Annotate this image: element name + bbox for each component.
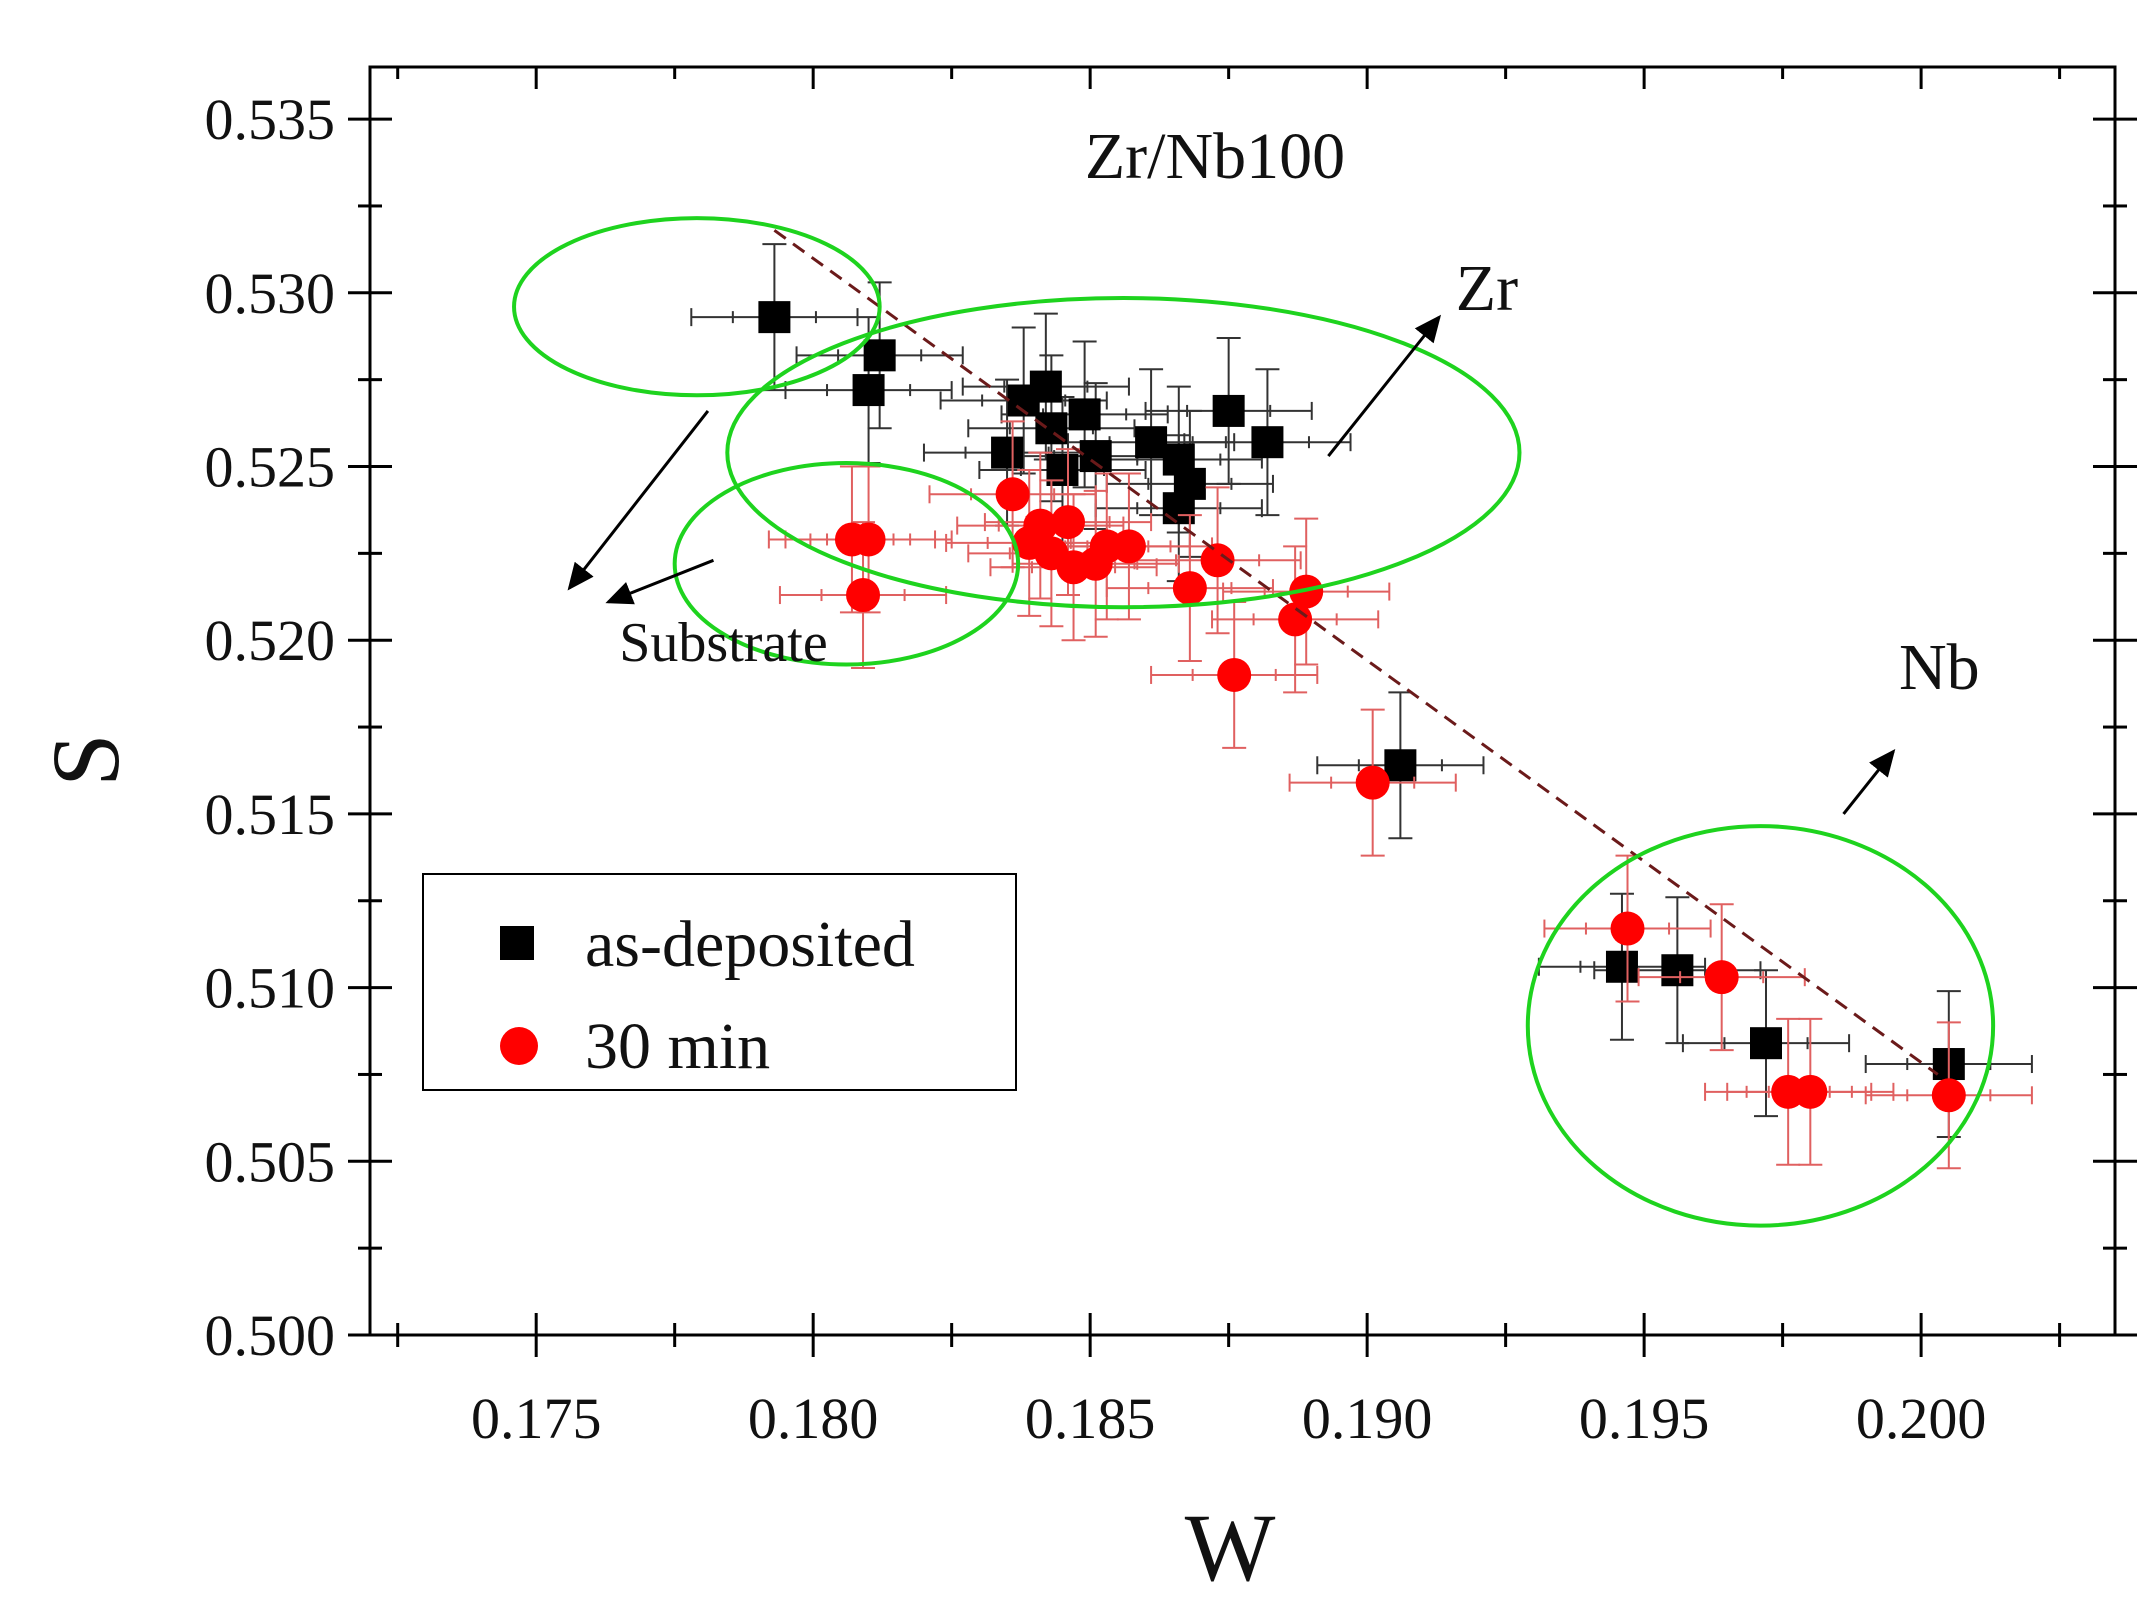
y-tick-label: 0.525 — [205, 435, 336, 500]
annotation-label-nb: Nb — [1899, 631, 1980, 704]
chart-title: Zr/Nb100 — [1085, 120, 1345, 193]
x-tick-label: 0.185 — [1025, 1386, 1156, 1451]
axes: 0.175 0.180 0.185 0.190 0.195 0.200 0.500 0.505… — [205, 67, 2137, 1451]
annotation-arrow — [605, 558, 715, 605]
legend: as-deposited 30 min — [422, 873, 1017, 1091]
data-point — [1355, 765, 1390, 800]
y-tick-label: 0.500 — [205, 1303, 336, 1368]
trend-line — [773, 229, 1939, 1076]
data-point — [1217, 657, 1252, 692]
data-point — [852, 374, 885, 407]
y-tick-label: 0.505 — [205, 1129, 336, 1194]
highlight-ellipse-substrate-as-deposited — [512, 216, 882, 398]
data-point — [1661, 954, 1694, 987]
data-point — [1200, 543, 1235, 578]
annotation-arrow — [1327, 314, 1442, 458]
data-point — [1750, 1027, 1782, 1060]
legend-marker-as-deposited — [500, 926, 534, 960]
y-tick-label: 0.510 — [205, 956, 336, 1021]
data-point — [1172, 571, 1207, 606]
x-tick-label: 0.195 — [1579, 1386, 1710, 1451]
data-point — [991, 436, 1024, 469]
x-axis-label: W — [1185, 1494, 1276, 1601]
annotation-arrow — [1842, 749, 1896, 815]
series-as-deposited — [690, 243, 2033, 1138]
y-axis-label: S — [32, 733, 139, 786]
data-point — [1079, 440, 1112, 473]
x-tick-label: 0.175 — [471, 1386, 602, 1451]
plot-layer: 0.175 0.180 0.185 0.190 0.195 0.200 0.500 0.505… — [205, 67, 2137, 1451]
data-point — [1212, 394, 1245, 427]
y-tick-label: 0.520 — [205, 608, 336, 673]
data-point — [1704, 960, 1739, 995]
x-tick-label: 0.190 — [1302, 1386, 1433, 1451]
legend-label-30-min: 30 min — [585, 1010, 770, 1083]
data-point — [1111, 529, 1146, 564]
highlight-ellipse-substrate-30min — [672, 461, 1021, 667]
data-point — [758, 301, 791, 334]
legend-label-as-deposited: as-deposited — [585, 908, 915, 981]
x-tick-label: 0.180 — [748, 1386, 879, 1451]
data-point — [1135, 426, 1168, 459]
data-point — [863, 339, 896, 372]
y-tick-label: 0.515 — [205, 782, 336, 847]
data-point — [851, 522, 886, 557]
series-30-min — [767, 420, 2033, 1170]
plot-frame — [368, 65, 2117, 1337]
highlight-ellipse-nb-cluster — [1525, 824, 1996, 1228]
error-bar — [1144, 336, 1313, 485]
data-point — [1023, 508, 1058, 543]
annotation-label-zr: Zr — [1456, 252, 1518, 325]
data-point — [1605, 950, 1638, 983]
annotation-label-substrate: Substrate — [619, 612, 827, 674]
legend-marker-30-min — [500, 1027, 538, 1065]
annotation-arrow — [567, 409, 710, 591]
data-point — [995, 477, 1030, 512]
x-tick-label: 0.200 — [1856, 1386, 1987, 1451]
data-point — [846, 578, 881, 613]
data-point — [1068, 398, 1101, 431]
highlight-ellipse-zr-cluster — [725, 296, 1522, 610]
data-point — [1051, 505, 1085, 540]
data-point — [1278, 602, 1313, 637]
y-tick-label: 0.535 — [205, 87, 336, 152]
data-point — [1793, 1074, 1828, 1109]
data-point — [1610, 911, 1645, 946]
y-tick-label: 0.530 — [205, 261, 336, 326]
data-point — [1251, 426, 1284, 459]
data-point — [1931, 1078, 1966, 1113]
data-point — [1384, 749, 1417, 782]
data-point — [1029, 370, 1062, 403]
